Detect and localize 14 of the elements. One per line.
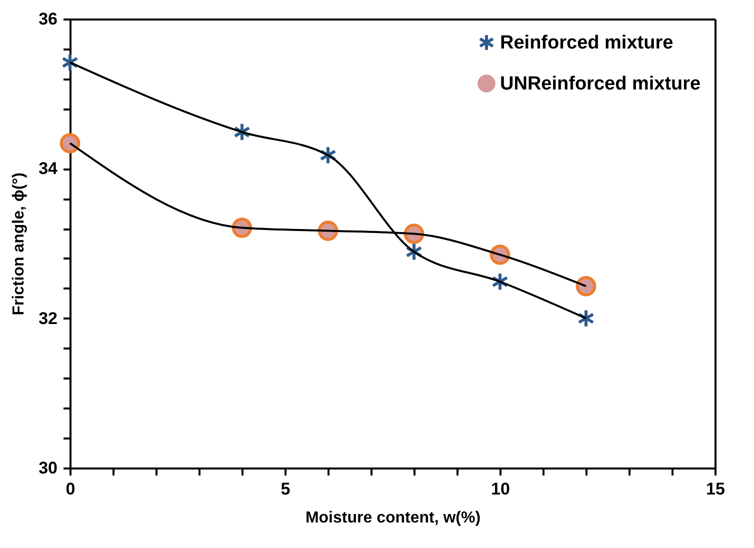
x-tick-label: 15 <box>706 480 725 498</box>
point <box>576 276 596 296</box>
x-tick-label: 10 <box>491 480 510 498</box>
y-tick-label: 32 <box>38 308 58 328</box>
legend-label: UNReinforced mixture <box>500 74 701 94</box>
y-tick-label: 34 <box>38 159 58 178</box>
point <box>60 133 80 154</box>
x-tick-label: 0 <box>66 480 76 498</box>
y-tick-label: 30 <box>38 458 58 478</box>
x-axis-title: Moisture content, w(%) <box>305 510 481 526</box>
x-tick-label: 5 <box>280 480 290 498</box>
y-axis-title: Friction angle, ϕ(°) <box>10 172 28 316</box>
legend-label: Reinforced mixture <box>500 32 674 54</box>
y-tick-label: 36 <box>38 10 58 28</box>
